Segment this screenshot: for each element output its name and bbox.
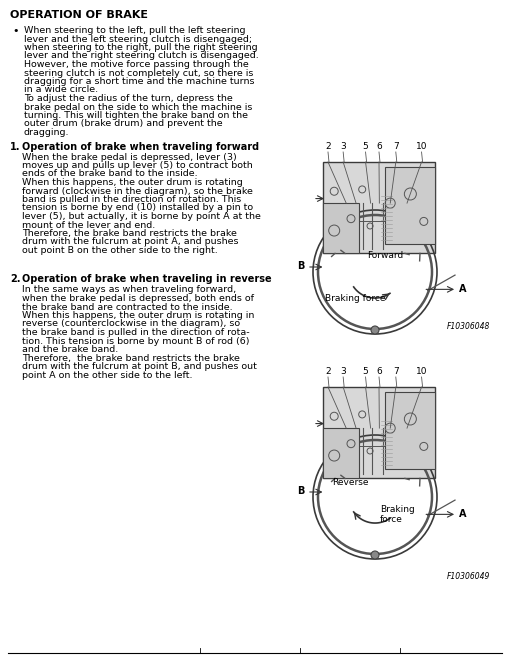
- Text: •: •: [12, 26, 18, 36]
- Text: B: B: [297, 261, 304, 271]
- Text: Therefore,  the brake band restricts the brake: Therefore, the brake band restricts the …: [22, 354, 239, 363]
- Text: 6: 6: [376, 367, 381, 376]
- Text: 10: 10: [415, 142, 427, 151]
- Text: F10306048: F10306048: [446, 322, 489, 331]
- Text: Braking
force: Braking force: [379, 505, 414, 524]
- Text: point A on the other side to the left.: point A on the other side to the left.: [22, 371, 192, 379]
- Text: To adjust the radius of the turn, depress the: To adjust the radius of the turn, depres…: [24, 94, 232, 103]
- Text: band is pulled in the direction of rotation. This: band is pulled in the direction of rotat…: [22, 195, 241, 204]
- Text: 10: 10: [415, 367, 427, 376]
- Text: Therefore, the brake band restricts the brake: Therefore, the brake band restricts the …: [22, 229, 236, 238]
- Text: outer drum (brake drum) and prevent the: outer drum (brake drum) and prevent the: [24, 120, 222, 128]
- Text: drum with the fulcrum at point B, and pushes out: drum with the fulcrum at point B, and pu…: [22, 362, 257, 371]
- Text: Operation of brake when traveling in reverse: Operation of brake when traveling in rev…: [22, 275, 271, 285]
- Text: In the same ways as when traveling forward,: In the same ways as when traveling forwa…: [22, 285, 236, 295]
- Text: in a wide circle.: in a wide circle.: [24, 85, 98, 95]
- Bar: [322, 387, 434, 479]
- Text: tension is borne by end (10) installed by a pin to: tension is borne by end (10) installed b…: [22, 203, 252, 213]
- Bar: [322, 162, 434, 254]
- Text: 6: 6: [376, 142, 381, 151]
- Text: 5: 5: [362, 367, 367, 376]
- Text: brake pedal on the side to which the machine is: brake pedal on the side to which the mac…: [24, 103, 252, 111]
- Text: the brake band is pulled in the direction of rota-: the brake band is pulled in the directio…: [22, 328, 249, 337]
- Text: A: A: [458, 285, 466, 295]
- Text: 1.: 1.: [10, 142, 20, 152]
- Text: B: B: [297, 486, 304, 496]
- Text: However, the motive force passing through the: However, the motive force passing throug…: [24, 60, 248, 69]
- Text: the brake band are contracted to the inside.: the brake band are contracted to the ins…: [22, 303, 232, 312]
- Text: 2: 2: [325, 367, 330, 376]
- Bar: [384, 391, 434, 469]
- Bar: [322, 428, 358, 479]
- Text: dragging.: dragging.: [24, 128, 69, 137]
- Text: reverse (counterclockwise in the diagram), so: reverse (counterclockwise in the diagram…: [22, 320, 240, 328]
- Bar: [322, 203, 358, 254]
- Text: When steering to the left, pull the left steering: When steering to the left, pull the left…: [24, 26, 245, 35]
- Text: 2: 2: [325, 142, 330, 151]
- Text: When the brake pedal is depressed, lever (3): When the brake pedal is depressed, lever…: [22, 152, 236, 162]
- Text: turning. This will tighten the brake band on the: turning. This will tighten the brake ban…: [24, 111, 247, 120]
- Text: and the brake band.: and the brake band.: [22, 345, 118, 354]
- Text: 2.: 2.: [10, 275, 20, 285]
- Text: out point B on the other side to the right.: out point B on the other side to the rig…: [22, 246, 217, 255]
- Text: drum with the fulcrum at point A, and pushes: drum with the fulcrum at point A, and pu…: [22, 238, 238, 246]
- Text: 3: 3: [340, 367, 346, 376]
- Text: 7: 7: [392, 142, 398, 151]
- Text: when the brake pedal is depressed, both ends of: when the brake pedal is depressed, both …: [22, 294, 253, 303]
- Text: lever and the left steering clutch is disengaged;: lever and the left steering clutch is di…: [24, 34, 251, 44]
- Text: When this happens, the outer drum is rotating in: When this happens, the outer drum is rot…: [22, 311, 254, 320]
- Text: lever and the right steering clutch is disengaged.: lever and the right steering clutch is d…: [24, 52, 258, 60]
- Text: tion. This tension is borne by mount B of rod (6): tion. This tension is borne by mount B o…: [22, 336, 249, 346]
- Text: F10306049: F10306049: [446, 572, 489, 581]
- Text: ends of the brake band to the inside.: ends of the brake band to the inside.: [22, 169, 197, 179]
- Bar: [384, 167, 434, 244]
- Text: dragging for a short time and the machine turns: dragging for a short time and the machin…: [24, 77, 254, 86]
- Text: Forward: Forward: [366, 251, 402, 260]
- Text: 5: 5: [362, 142, 367, 151]
- Text: moves up and pulls up lever (5) to contract both: moves up and pulls up lever (5) to contr…: [22, 161, 252, 170]
- Text: When this happens, the outer drum is rotating: When this happens, the outer drum is rot…: [22, 178, 242, 187]
- Text: 7: 7: [392, 367, 398, 376]
- Text: forward (clockwise in the diagram), so the brake: forward (clockwise in the diagram), so t…: [22, 187, 252, 195]
- Text: Operation of brake when traveling forward: Operation of brake when traveling forwar…: [22, 142, 259, 152]
- Text: when steering to the right, pull the right steering: when steering to the right, pull the rig…: [24, 43, 257, 52]
- Text: mount of the lever and end.: mount of the lever and end.: [22, 220, 155, 230]
- Text: Braking force: Braking force: [324, 294, 384, 303]
- Text: A: A: [458, 509, 466, 520]
- Text: OPERATION OF BRAKE: OPERATION OF BRAKE: [10, 10, 148, 20]
- Circle shape: [370, 326, 378, 334]
- Circle shape: [370, 551, 378, 559]
- Text: steering clutch is not completely cut, so there is: steering clutch is not completely cut, s…: [24, 68, 253, 77]
- Text: lever (5), but actually, it is borne by point A at the: lever (5), but actually, it is borne by …: [22, 212, 261, 221]
- Text: 3: 3: [340, 142, 346, 151]
- Text: Reverse: Reverse: [331, 478, 367, 487]
